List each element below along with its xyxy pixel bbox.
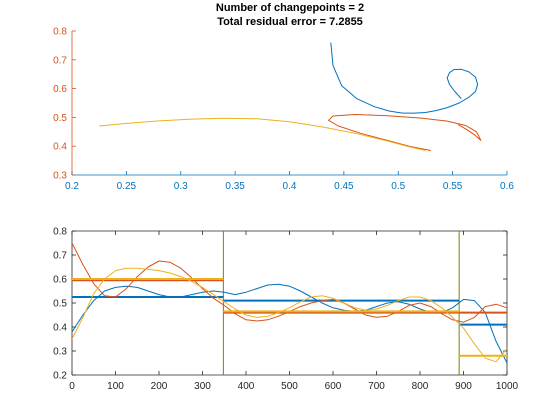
title-line-1: Number of changepoints = 2 <box>216 2 364 14</box>
x-tick-label: 0.25 <box>117 181 137 192</box>
bottom-changepoint-plot: 0 100 200 300 400 500 600 700 800 900 1000 0.2 0.3 0.… <box>53 227 518 393</box>
y-tick-label: 0.3 <box>53 171 67 182</box>
x-tick-label: 1000 <box>496 381 519 392</box>
bottom-signals <box>71 231 508 375</box>
x-tick-label: 300 <box>194 381 211 392</box>
x-tick-label: 0.5 <box>391 181 405 192</box>
x-tick-label: 700 <box>368 381 385 392</box>
y-tick-label: 0.4 <box>53 142 67 153</box>
x-tick-label: 0.3 <box>174 181 188 192</box>
y-tick-label: 0.2 <box>53 371 67 382</box>
signal-yellow <box>71 267 508 363</box>
y-tick-label: 0.8 <box>53 227 67 238</box>
top-axes <box>71 30 508 176</box>
title-line-2: Total residual error = 7.2855 <box>217 16 363 28</box>
signal-orange <box>71 242 508 323</box>
y-tick-label: 0.4 <box>53 323 67 334</box>
y-tick-label: 0.5 <box>53 299 67 310</box>
y-tick-label: 0.7 <box>53 251 67 262</box>
y-tick-label: 0.8 <box>53 27 67 38</box>
x-tick-label: 0.45 <box>334 181 354 192</box>
y-tick-label: 0.6 <box>53 275 67 286</box>
x-tick-label: 900 <box>455 381 472 392</box>
x-tick-label: 200 <box>151 381 168 392</box>
x-tick-label: 0.6 <box>500 181 514 192</box>
x-tick-label: 0 <box>69 381 75 392</box>
y-tick-label: 0.5 <box>53 113 67 124</box>
x-tick-label: 0.4 <box>283 181 297 192</box>
x-tick-label: 500 <box>281 381 298 392</box>
trajectory-blue <box>330 42 479 114</box>
y-tick-label: 0.6 <box>53 84 67 95</box>
x-tick-label: 0.35 <box>225 181 245 192</box>
x-tick-label: 0.2 <box>65 181 79 192</box>
top-tick-labels: 0.2 0.25 0.3 0.35 0.4 0.45 0.5 0.55 0.6 0.3 0.4 0.5… <box>53 27 514 193</box>
y-tick-label: 0.7 <box>53 55 67 66</box>
x-tick-label: 0.55 <box>443 181 463 192</box>
bottom-axes <box>71 230 508 376</box>
x-tick-label: 400 <box>238 381 255 392</box>
top-trajectories <box>99 42 482 151</box>
y-tick-label: 0.3 <box>53 347 67 358</box>
trajectory-orange <box>328 114 482 151</box>
trajectory-yellow <box>99 117 426 151</box>
x-tick-label: 100 <box>107 381 124 392</box>
x-tick-label: 800 <box>412 381 429 392</box>
x-tick-label: 600 <box>325 381 342 392</box>
top-phase-plot: 0.2 0.25 0.3 0.35 0.4 0.45 0.5 0.55 0.6 0.3 0.4 0.5… <box>53 27 514 193</box>
bottom-tick-labels: 0 100 200 300 400 500 600 700 800 900 1000 0.2 0.3 0.… <box>53 227 518 393</box>
